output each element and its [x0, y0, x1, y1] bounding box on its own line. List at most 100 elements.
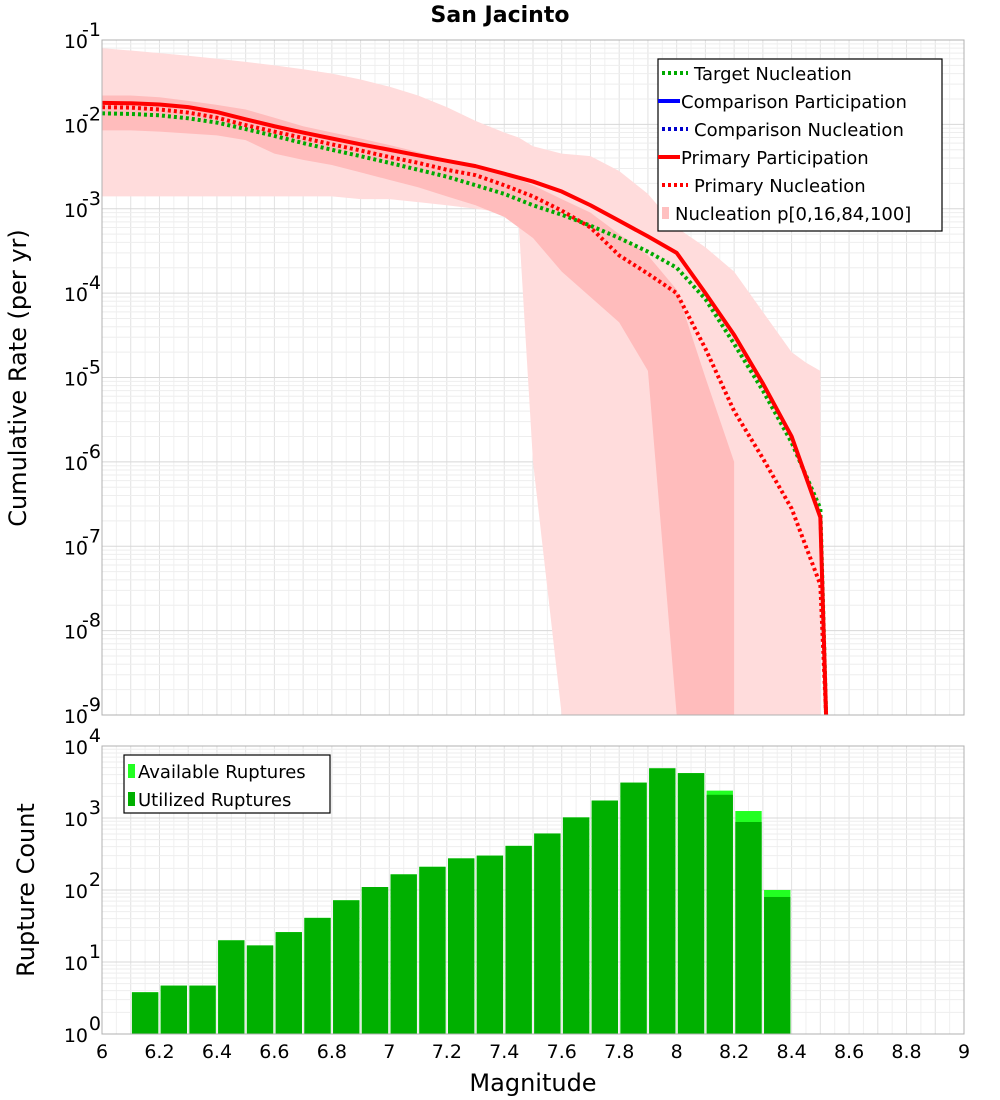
- y-tick-exponent: -7: [82, 525, 101, 547]
- series-primary-participation: [101, 100, 829, 716]
- rupture-plot-grid: [101, 746, 965, 1035]
- bar-utilized-ruptures: [218, 940, 245, 1034]
- x-tick-label: 7.4: [489, 1041, 519, 1063]
- percentile-bands: [102, 48, 821, 716]
- x-tick-label: 7: [383, 1041, 395, 1063]
- rate-y-axis-label: Cumulative Rate (per yr): [4, 229, 32, 527]
- y-tick-label: 10: [64, 809, 88, 831]
- y-tick-exponent: -1: [82, 19, 101, 41]
- bar-utilized-ruptures: [361, 887, 389, 1034]
- legend-label: Primary Nucleation: [694, 176, 866, 197]
- rupture-legend: Available Ruptures Utilized Ruptures: [123, 754, 331, 814]
- x-tick-label: 7.6: [547, 1041, 577, 1063]
- legend-label: Comparison Participation: [681, 92, 907, 113]
- bar-utilized-ruptures: [419, 866, 446, 1034]
- rupture-bars: [131, 768, 791, 1034]
- x-tick-label: 7.2: [432, 1041, 462, 1063]
- y-tick-label: 10: [64, 200, 88, 222]
- legend-label: Available Ruptures: [138, 762, 306, 783]
- legend-label: Nucleation p[0,16,84,100]: [675, 204, 911, 225]
- y-tick-exponent: 3: [89, 797, 101, 819]
- bar-utilized-ruptures: [735, 821, 762, 1034]
- x-tick-label: 6.4: [202, 1041, 232, 1063]
- bar-utilized-ruptures: [304, 917, 331, 1034]
- rupture-plot-frame: [101, 745, 965, 1035]
- x-tick-label: 6.6: [259, 1041, 289, 1063]
- bar-utilized-ruptures: [562, 817, 590, 1034]
- magnitude-x-ticks: 6 6.2 6.4 6.6 6.8 7 7.2 7.4 7.6 7.8 8 8.2 8.4 8.6 8.8 9: [96, 1041, 970, 1063]
- y-tick-exponent: 4: [89, 725, 101, 747]
- bar-utilized-ruptures: [448, 858, 475, 1034]
- x-tick-label: 6: [96, 1041, 108, 1063]
- rate-legend-box: [657, 58, 943, 232]
- y-tick-exponent: -4: [82, 272, 101, 294]
- legend-swatch: [128, 792, 135, 806]
- y-tick-label: 10: [64, 622, 88, 644]
- y-tick-label: 10: [64, 453, 88, 475]
- bar-utilized-ruptures: [333, 900, 360, 1034]
- rupture-legend-box: [123, 754, 331, 814]
- bar-utilized-ruptures: [160, 985, 187, 1034]
- bar-utilized-ruptures: [677, 773, 705, 1034]
- y-tick-label: 10: [64, 953, 88, 975]
- bar-utilized-ruptures: [620, 782, 647, 1034]
- bar-utilized-ruptures: [390, 874, 417, 1034]
- legend-swatch: [128, 764, 135, 778]
- x-tick-label: 8.6: [834, 1041, 864, 1063]
- bar-utilized-ruptures: [505, 845, 532, 1034]
- y-tick-exponent: 0: [89, 1013, 101, 1035]
- bar-utilized-ruptures: [649, 768, 676, 1034]
- bar-utilized-ruptures: [131, 992, 159, 1034]
- chart-title: San Jacinto: [431, 3, 570, 28]
- x-tick-label: 7.8: [604, 1041, 634, 1063]
- y-tick-label: 10: [64, 369, 88, 391]
- y-tick-label: 10: [64, 706, 88, 728]
- bar-utilized-ruptures: [189, 985, 216, 1034]
- y-tick-label: 10: [64, 737, 88, 759]
- y-tick-exponent: -6: [82, 441, 101, 463]
- rate-legend: Target Nucleation Comparison Participatio…: [657, 58, 943, 232]
- y-tick-label: 10: [64, 284, 88, 306]
- series-primary-nucleation: [101, 105, 829, 716]
- x-tick-label: 9: [958, 1041, 970, 1063]
- bar-utilized-ruptures: [275, 932, 302, 1034]
- legend-label: Primary Participation: [681, 148, 869, 169]
- y-tick-label: 10: [64, 881, 88, 903]
- y-tick-label: 10: [64, 115, 88, 137]
- y-tick-exponent: -2: [82, 103, 101, 125]
- x-tick-label: 8.2: [719, 1041, 749, 1063]
- band-p0-p100: [102, 48, 821, 716]
- y-tick-exponent: -3: [82, 188, 101, 210]
- legend-swatch: [662, 207, 669, 219]
- rate-plot: 10-910-810-710-610-510-410-310-210-1 Cum…: [4, 19, 965, 728]
- bar-utilized-ruptures: [246, 945, 274, 1034]
- bar-utilized-ruptures: [706, 794, 733, 1034]
- y-tick-exponent: 1: [89, 941, 101, 963]
- y-tick-label: 10: [64, 31, 88, 53]
- x-tick-label: 6.2: [144, 1041, 174, 1063]
- y-tick-label: 10: [64, 537, 88, 559]
- x-tick-label: 6.8: [317, 1041, 347, 1063]
- bar-utilized-ruptures: [591, 800, 618, 1034]
- rate-series: [101, 100, 829, 716]
- y-tick-exponent: -9: [82, 694, 101, 716]
- x-tick-label: 8: [671, 1041, 683, 1063]
- x-tick-label: 8.8: [891, 1041, 921, 1063]
- legend-label: Target Nucleation: [693, 64, 852, 85]
- y-tick-label: 10: [64, 1025, 88, 1047]
- x-tick-label: 8.4: [776, 1041, 806, 1063]
- bar-utilized-ruptures: [534, 833, 561, 1034]
- legend-label: Comparison Nucleation: [694, 120, 904, 141]
- y-tick-exponent: 2: [89, 869, 101, 891]
- bar-utilized-ruptures: [764, 896, 791, 1034]
- bar-utilized-ruptures: [476, 855, 504, 1034]
- y-tick-exponent: -8: [82, 610, 101, 632]
- band-p16-p84: [102, 95, 735, 715]
- legend-label: Utilized Ruptures: [138, 790, 291, 811]
- rupture-y-axis-label: Rupture Count: [12, 803, 40, 977]
- magnitude-x-axis-label: Magnitude: [469, 1069, 596, 1097]
- rate-y-ticks: 10-910-810-710-610-510-410-310-210-1: [64, 19, 101, 728]
